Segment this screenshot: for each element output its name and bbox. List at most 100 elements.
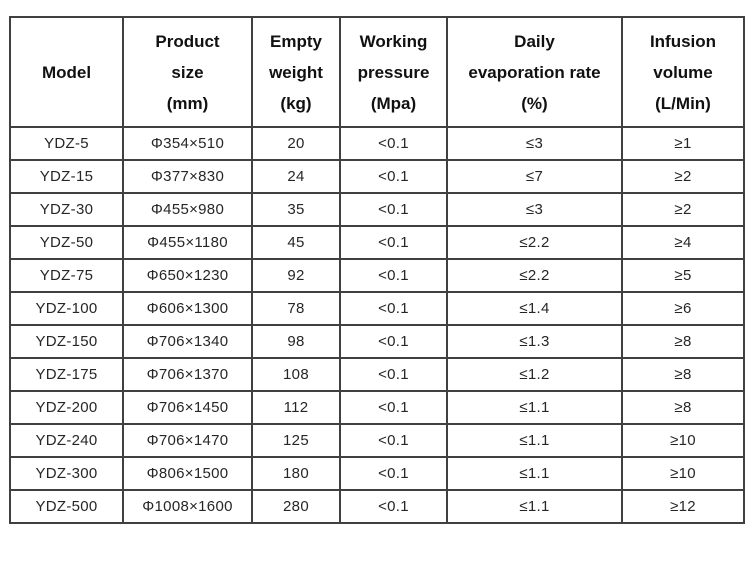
column-header-line: Working [359,31,428,51]
cell-infusion-volume: ≥2 [621,159,745,194]
cell-working-pressure: <0.1 [339,126,448,161]
cell-daily-evaporation-rate: ≤1.1 [446,390,623,425]
cell-model: YDZ-5 [9,126,124,161]
cell-infusion-volume: ≥5 [621,258,745,293]
cell-model: YDZ-30 [9,192,124,227]
column-header-line: Daily [514,31,555,51]
table-row: YDZ-175 Φ706×1370 108 <0.1 ≤1.2 ≥8 [9,357,745,392]
cell-model: YDZ-175 [9,357,124,392]
cell-empty-weight: 45 [251,225,341,260]
column-header-line: Model [41,62,92,82]
cell-product-size: Φ1008×1600 [122,489,253,524]
table-row: YDZ-50 Φ455×1180 45 <0.1 ≤2.2 ≥4 [9,225,745,260]
cell-daily-evaporation-rate: ≤1.4 [446,291,623,326]
cell-empty-weight: 78 [251,291,341,326]
cell-product-size: Φ354×510 [122,126,253,161]
cell-empty-weight: 125 [251,423,341,458]
column-header-line: (%) [521,93,548,113]
cell-working-pressure: <0.1 [339,390,448,425]
cell-daily-evaporation-rate: ≤1.1 [446,423,623,458]
cell-working-pressure: <0.1 [339,159,448,194]
table-row: YDZ-240 Φ706×1470 125 <0.1 ≤1.1 ≥10 [9,423,745,458]
cell-daily-evaporation-rate: ≤7 [446,159,623,194]
spec-table-body: YDZ-5 Φ354×510 20 <0.1 ≤3 ≥1 YDZ-15 Φ377×830 24 <… [9,126,745,524]
cell-empty-weight: 98 [251,324,341,359]
cell-infusion-volume: ≥8 [621,324,745,359]
cell-working-pressure: <0.1 [339,258,448,293]
column-header-product-size: Product size (mm) [122,16,253,128]
cell-empty-weight: 112 [251,390,341,425]
cell-working-pressure: <0.1 [339,225,448,260]
cell-infusion-volume: ≥12 [621,489,745,524]
column-header-line: (L/Min) [655,93,711,113]
table-row: YDZ-30 Φ455×980 35 <0.1 ≤3 ≥2 [9,192,745,227]
cell-infusion-volume: ≥10 [621,456,745,491]
column-header-infusion-volume: Infusion volume (L/Min) [621,16,745,128]
cell-product-size: Φ455×1180 [122,225,253,260]
cell-working-pressure: <0.1 [339,423,448,458]
table-row: YDZ-75 Φ650×1230 92 <0.1 ≤2.2 ≥5 [9,258,745,293]
table-row: YDZ-150 Φ706×1340 98 <0.1 ≤1.3 ≥8 [9,324,745,359]
cell-daily-evaporation-rate: ≤3 [446,126,623,161]
column-header-empty-weight: Empty weight (kg) [251,16,341,128]
cell-product-size: Φ706×1450 [122,390,253,425]
cell-product-size: Φ650×1230 [122,258,253,293]
cell-empty-weight: 280 [251,489,341,524]
column-header-line: pressure [357,62,430,82]
cell-product-size: Φ377×830 [122,159,253,194]
cell-infusion-volume: ≥8 [621,357,745,392]
cell-daily-evaporation-rate: ≤1.1 [446,489,623,524]
cell-product-size: Φ706×1370 [122,357,253,392]
column-header-daily-evaporation-rate: Daily evaporation rate (%) [446,16,623,128]
column-header-line: Infusion [649,31,717,51]
cell-empty-weight: 24 [251,159,341,194]
cell-infusion-volume: ≥6 [621,291,745,326]
cell-model: YDZ-500 [9,489,124,524]
cell-infusion-volume: ≥8 [621,390,745,425]
cell-product-size: Φ806×1500 [122,456,253,491]
cell-working-pressure: <0.1 [339,489,448,524]
cell-product-size: Φ706×1470 [122,423,253,458]
product-specification-table: Model Product size (mm) Empty weight (kg) Worki… [9,16,745,524]
cell-daily-evaporation-rate: ≤2.2 [446,258,623,293]
cell-infusion-volume: ≥2 [621,192,745,227]
cell-daily-evaporation-rate: ≤1.3 [446,324,623,359]
cell-model: YDZ-75 [9,258,124,293]
column-header-line: evaporation rate [468,62,601,82]
cell-model: YDZ-150 [9,324,124,359]
header-row: Model Product size (mm) Empty weight (kg) Worki… [9,16,745,128]
cell-empty-weight: 20 [251,126,341,161]
cell-model: YDZ-15 [9,159,124,194]
column-header-line: volume [653,62,713,82]
cell-infusion-volume: ≥1 [621,126,745,161]
table-row: YDZ-500 Φ1008×1600 280 <0.1 ≤1.1 ≥12 [9,489,745,524]
column-header-line: size [171,62,204,82]
cell-model: YDZ-200 [9,390,124,425]
cell-daily-evaporation-rate: ≤1.2 [446,357,623,392]
cell-model: YDZ-300 [9,456,124,491]
table-row: YDZ-200 Φ706×1450 112 <0.1 ≤1.1 ≥8 [9,390,745,425]
table-row: YDZ-300 Φ806×1500 180 <0.1 ≤1.1 ≥10 [9,456,745,491]
cell-product-size: Φ706×1340 [122,324,253,359]
cell-infusion-volume: ≥10 [621,423,745,458]
table-row: YDZ-5 Φ354×510 20 <0.1 ≤3 ≥1 [9,126,745,161]
column-header-line: Empty [270,31,322,51]
cell-model: YDZ-50 [9,225,124,260]
cell-infusion-volume: ≥4 [621,225,745,260]
cell-working-pressure: <0.1 [339,456,448,491]
column-header-line: (kg) [280,93,312,113]
cell-working-pressure: <0.1 [339,192,448,227]
spec-table-header: Model Product size (mm) Empty weight (kg) Worki… [9,16,745,128]
cell-model: YDZ-100 [9,291,124,326]
column-header-working-pressure: Working pressure (Mpa) [339,16,448,128]
cell-product-size: Φ606×1300 [122,291,253,326]
table-row: YDZ-15 Φ377×830 24 <0.1 ≤7 ≥2 [9,159,745,194]
cell-empty-weight: 35 [251,192,341,227]
cell-empty-weight: 92 [251,258,341,293]
column-header-line: (mm) [166,93,209,113]
cell-empty-weight: 180 [251,456,341,491]
table-row: YDZ-100 Φ606×1300 78 <0.1 ≤1.4 ≥6 [9,291,745,326]
column-header-line: weight [269,62,323,82]
column-header-line: Product [155,31,220,51]
